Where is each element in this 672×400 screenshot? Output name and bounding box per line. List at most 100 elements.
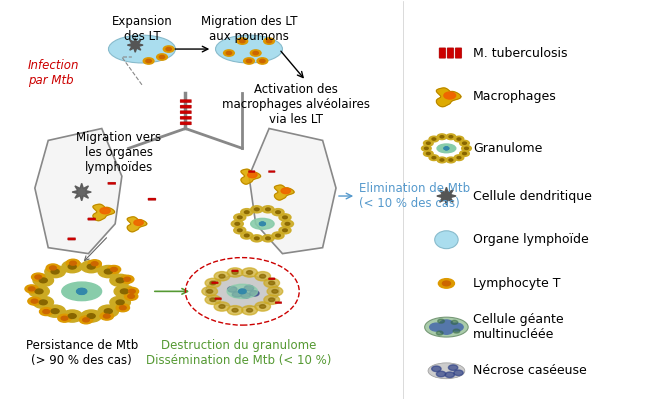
Circle shape — [205, 278, 220, 288]
Circle shape — [423, 140, 433, 146]
Circle shape — [421, 146, 431, 151]
Circle shape — [260, 222, 265, 226]
Circle shape — [210, 298, 216, 302]
Circle shape — [247, 59, 252, 62]
Text: Nécrose caséeuse: Nécrose caséeuse — [473, 364, 587, 377]
Circle shape — [98, 266, 118, 278]
Circle shape — [210, 281, 216, 285]
Circle shape — [125, 287, 138, 295]
Ellipse shape — [227, 284, 257, 298]
Circle shape — [431, 366, 441, 372]
Circle shape — [77, 288, 86, 294]
FancyBboxPatch shape — [268, 278, 275, 280]
Circle shape — [454, 136, 464, 142]
Circle shape — [69, 314, 76, 318]
Circle shape — [255, 237, 259, 240]
Circle shape — [227, 306, 243, 315]
Circle shape — [77, 289, 85, 294]
Circle shape — [262, 206, 274, 213]
Circle shape — [257, 58, 267, 64]
Circle shape — [464, 147, 468, 150]
Circle shape — [111, 268, 118, 272]
Circle shape — [46, 264, 60, 272]
Circle shape — [214, 272, 230, 281]
Polygon shape — [35, 128, 122, 254]
Ellipse shape — [435, 231, 458, 249]
Circle shape — [69, 264, 76, 269]
Circle shape — [100, 208, 110, 214]
Circle shape — [114, 285, 134, 298]
Circle shape — [120, 275, 134, 283]
Text: Infection
par Mtb: Infection par Mtb — [28, 59, 80, 87]
Circle shape — [255, 272, 270, 281]
Polygon shape — [241, 169, 261, 184]
Circle shape — [224, 50, 235, 56]
Circle shape — [437, 157, 447, 163]
Circle shape — [87, 264, 95, 269]
Circle shape — [79, 316, 93, 324]
Polygon shape — [436, 88, 461, 107]
Circle shape — [457, 156, 461, 159]
Circle shape — [432, 138, 435, 140]
Circle shape — [251, 206, 263, 213]
Circle shape — [449, 136, 453, 138]
Circle shape — [146, 59, 151, 62]
Circle shape — [240, 40, 245, 43]
Circle shape — [237, 229, 242, 232]
Circle shape — [62, 260, 83, 273]
Circle shape — [29, 285, 49, 298]
Circle shape — [235, 222, 240, 225]
Text: Elimination de Mtb
(< 10 % des cas): Elimination de Mtb (< 10 % des cas) — [360, 182, 470, 210]
Text: Migration vers
les organes
lymphoïdes: Migration vers les organes lymphoïdes — [76, 131, 161, 174]
Circle shape — [437, 319, 444, 323]
Circle shape — [35, 275, 42, 279]
Circle shape — [219, 274, 225, 278]
Circle shape — [283, 216, 288, 219]
Circle shape — [239, 289, 246, 294]
Circle shape — [45, 266, 65, 278]
Circle shape — [104, 269, 112, 274]
FancyBboxPatch shape — [68, 238, 76, 240]
Circle shape — [259, 305, 265, 308]
Circle shape — [32, 273, 45, 281]
Circle shape — [159, 56, 165, 58]
Circle shape — [81, 310, 101, 322]
Text: Expansion
des LT: Expansion des LT — [112, 15, 172, 43]
Circle shape — [432, 156, 435, 159]
Text: Cellule géante
multinucléée: Cellule géante multinucléée — [473, 313, 564, 341]
FancyBboxPatch shape — [108, 182, 116, 184]
Circle shape — [28, 287, 35, 291]
Text: Cellule dendritique: Cellule dendritique — [473, 190, 592, 202]
FancyBboxPatch shape — [180, 100, 192, 103]
Circle shape — [39, 278, 47, 283]
Circle shape — [282, 220, 294, 228]
Circle shape — [43, 310, 50, 314]
FancyBboxPatch shape — [180, 122, 192, 125]
FancyBboxPatch shape — [275, 302, 282, 304]
Circle shape — [128, 289, 135, 293]
Circle shape — [91, 262, 98, 266]
Text: Granulome: Granulome — [473, 142, 542, 155]
Circle shape — [276, 211, 280, 214]
Circle shape — [462, 152, 466, 155]
Circle shape — [67, 259, 80, 267]
Circle shape — [239, 289, 246, 293]
Circle shape — [272, 232, 284, 239]
Circle shape — [77, 289, 86, 294]
Circle shape — [247, 271, 253, 274]
FancyBboxPatch shape — [232, 270, 239, 272]
Circle shape — [87, 314, 95, 318]
Circle shape — [248, 172, 257, 178]
Circle shape — [31, 299, 38, 303]
Circle shape — [51, 309, 59, 314]
Circle shape — [33, 296, 54, 308]
Circle shape — [110, 296, 130, 308]
Circle shape — [427, 152, 430, 155]
Circle shape — [110, 274, 130, 286]
Circle shape — [62, 310, 83, 322]
Circle shape — [103, 314, 110, 318]
Circle shape — [438, 279, 454, 288]
Circle shape — [124, 277, 130, 281]
Ellipse shape — [206, 276, 279, 307]
Circle shape — [423, 151, 433, 156]
